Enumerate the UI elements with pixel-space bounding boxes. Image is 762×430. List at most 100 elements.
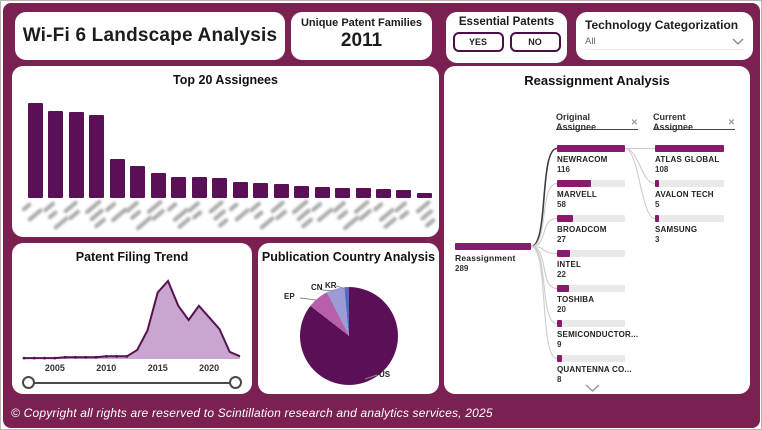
assignee-bar-4[interactable] xyxy=(89,115,105,198)
original-assignee-node-semiconductor[interactable]: SEMICONDUCTOR... 9 xyxy=(557,320,638,349)
assignee-bar-16[interactable] xyxy=(335,188,351,198)
technology-categorization-card: Technology Categorization All xyxy=(576,12,753,60)
assignee-bar-3[interactable] xyxy=(68,112,84,198)
bar-slot xyxy=(355,102,371,198)
blurred-label xyxy=(84,198,107,233)
pie-chart[interactable] xyxy=(300,287,398,385)
assignee-bar-8[interactable] xyxy=(171,177,187,198)
svg-text:2020: 2020 xyxy=(199,363,219,373)
trend-title: Patent Filing Trend xyxy=(75,250,189,264)
unique-patent-families-card: Unique Patent Families 2011 xyxy=(291,12,432,60)
assignee-bar-1[interactable] xyxy=(28,103,43,198)
chevron-down-icon xyxy=(732,38,744,45)
smudge-stroke xyxy=(191,209,204,220)
smudge-stroke xyxy=(310,201,324,213)
tree-node-label: QUANTENNA CO... xyxy=(557,365,632,374)
blurred-label xyxy=(208,199,229,233)
assignee-bar-13[interactable] xyxy=(273,184,289,198)
publication-country-card: Publication Country Analysis EP CN KR US xyxy=(258,243,439,394)
assignee-bar-18[interactable] xyxy=(375,189,391,198)
smudge-stroke xyxy=(336,209,349,221)
bar-slot xyxy=(375,102,391,198)
level-header-label: Original Assignee xyxy=(556,112,597,132)
original-assignee-node-broadcom[interactable]: BROADCOM 27 xyxy=(557,215,625,244)
expand-chevron-icon[interactable] xyxy=(585,384,600,393)
technology-categorization-dropdown[interactable]: All xyxy=(585,36,744,50)
assignee-bar-6[interactable] xyxy=(130,166,146,198)
tree-node-label: NEWRACOM xyxy=(557,155,608,164)
date-range-slider[interactable] xyxy=(22,375,242,391)
kpi-value: 2011 xyxy=(340,30,383,51)
reassignment-analysis-card: Reassignment Analysis Original Assignee … xyxy=(444,66,750,394)
pie-label-cn: CN xyxy=(311,283,323,292)
pie-label-kr: KR xyxy=(325,281,337,290)
filing-trend-area-chart[interactable]: 2005 2010 2015 2020 xyxy=(16,269,248,373)
level-header-current-assignee[interactable]: Current Assignee ✕ xyxy=(653,112,735,132)
slider-handle-left[interactable] xyxy=(22,376,35,389)
smudge-stroke xyxy=(165,201,178,212)
original-assignee-node-toshiba[interactable]: TOSHIBA 20 xyxy=(557,285,625,314)
assignee-bar-2[interactable] xyxy=(48,111,64,198)
original-assignee-node-marvell[interactable]: MARVELL 58 xyxy=(557,180,625,209)
smudge-stroke xyxy=(233,207,250,222)
essential-patents-no-button[interactable]: NO xyxy=(509,32,561,52)
assignee-bar-15[interactable] xyxy=(314,187,330,198)
blurred-label xyxy=(393,200,414,233)
blurred-label xyxy=(414,199,436,233)
original-assignee-node-quantenna-co[interactable]: QUANTENNA CO... 8 xyxy=(557,355,632,384)
slider-handle-right[interactable] xyxy=(229,376,242,389)
assignee-bar-17[interactable] xyxy=(355,188,371,198)
smudge-stroke xyxy=(217,217,229,228)
smudge-stroke xyxy=(67,208,81,221)
original-assignee-node-intel[interactable]: INTEL 22 xyxy=(557,250,625,279)
current-assignee-node-avalon-tech[interactable]: AVALON TECH 5 xyxy=(655,180,724,209)
blurred-label xyxy=(42,200,69,233)
top20-title: Top 20 Assignees xyxy=(173,73,278,87)
current-assignee-node-samsung[interactable]: SAMSUNG 3 xyxy=(655,215,724,244)
tree-node-value: 116 xyxy=(557,165,570,174)
assignee-bar-5[interactable] xyxy=(109,159,125,198)
essential-patents-card: Essential Patents YES NO xyxy=(446,12,567,63)
blurred-label xyxy=(63,199,83,233)
smudge-stroke xyxy=(227,201,239,212)
tree-node-label: ATLAS GLOBAL xyxy=(655,155,720,164)
essential-patents-label: Essential Patents xyxy=(458,16,555,28)
assignee-bar-11[interactable] xyxy=(232,182,248,198)
blurred-label xyxy=(248,200,276,233)
level-header-label: Current Assignee xyxy=(653,112,694,132)
assignee-bar-7[interactable] xyxy=(150,173,166,198)
essential-patents-yes-button[interactable]: YES xyxy=(452,32,504,52)
smudge-stroke xyxy=(26,207,44,222)
original-assignee-node-newracom[interactable]: NEWRACOM 116 xyxy=(557,145,625,174)
level-header-original-assignee[interactable]: Original Assignee ✕ xyxy=(556,112,638,132)
assignee-bar-20[interactable] xyxy=(416,193,432,198)
tree-node-value: 27 xyxy=(557,235,566,244)
tree-root-node[interactable]: Reassignment 289 xyxy=(455,243,531,273)
smudge-stroke xyxy=(372,201,385,212)
dashboard-background: Wi-Fi 6 Landscape Analysis Unique Patent… xyxy=(3,3,760,428)
assignee-bar-19[interactable] xyxy=(396,190,412,198)
reassignment-title: Reassignment Analysis xyxy=(524,73,670,88)
copyright-bar: © Copyright all rights are reserved to S… xyxy=(11,406,493,420)
assignee-bar-12[interactable] xyxy=(253,183,269,198)
assignee-bar-9[interactable] xyxy=(191,177,207,198)
blurred-label xyxy=(187,200,207,233)
slider-track[interactable] xyxy=(28,382,236,384)
svg-text:2015: 2015 xyxy=(148,363,168,373)
assignee-bar-10[interactable] xyxy=(212,178,228,198)
tree-root-label: Reassignment xyxy=(455,253,516,263)
bar-slot xyxy=(28,102,43,198)
smudge-stroke xyxy=(424,217,436,228)
tree-node-label: AVALON TECH xyxy=(655,190,714,199)
tree-node-label: SAMSUNG xyxy=(655,225,698,234)
smudge-stroke xyxy=(21,201,32,212)
close-icon[interactable]: ✕ xyxy=(630,116,638,127)
tree-node-value: 58 xyxy=(557,200,566,209)
current-assignee-node-atlas-global[interactable]: ATLAS GLOBAL 108 xyxy=(655,145,724,174)
smudge-stroke xyxy=(46,209,58,220)
svg-text:2005: 2005 xyxy=(45,363,65,373)
page-title-card: Wi-Fi 6 Landscape Analysis xyxy=(15,12,285,60)
assignee-bar-14[interactable] xyxy=(294,186,310,198)
close-icon[interactable]: ✕ xyxy=(727,116,735,127)
blurred-label xyxy=(269,199,290,233)
